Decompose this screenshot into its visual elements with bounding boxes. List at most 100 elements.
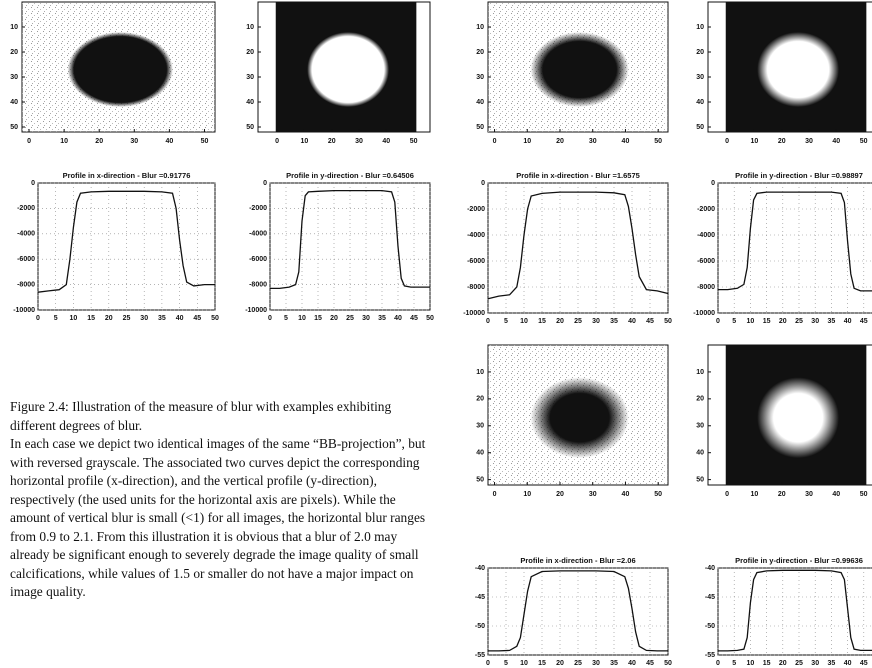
- x-tick-label: 20: [779, 318, 787, 325]
- y-tick-label: 50: [696, 476, 704, 483]
- x-tick-label: 25: [574, 660, 582, 667]
- plot-frame: [487, 567, 669, 656]
- x-tick-label: 45: [646, 318, 654, 325]
- x-tick-label: 45: [410, 315, 418, 322]
- chart-title: Profile in y-direction - Blur =0.64506: [286, 171, 414, 180]
- x-tick-label: 30: [811, 660, 819, 667]
- x-tick-label: 0: [36, 315, 40, 322]
- plot-frame: [717, 182, 872, 314]
- y-tick-label: 0: [481, 180, 485, 187]
- y-tick-label: -2000: [17, 205, 35, 212]
- x-tick-label: 20: [556, 660, 564, 667]
- x-tick-label: 30: [592, 660, 600, 667]
- y-tick-label: 0: [31, 180, 35, 187]
- x-tick-label: 30: [589, 491, 597, 498]
- profile-line: [488, 570, 668, 652]
- plot-frame: [37, 182, 216, 311]
- x-tick-label: 20: [556, 138, 564, 145]
- x-tick-label: 5: [504, 660, 508, 667]
- x-tick-label: 10: [747, 318, 755, 325]
- x-tick-label: 40: [622, 138, 630, 145]
- x-tick-label: 0: [725, 138, 729, 145]
- x-tick-label: 10: [301, 138, 309, 145]
- x-tick-label: 25: [795, 660, 803, 667]
- y-tick-label: 30: [246, 74, 254, 81]
- y-tick-label: 40: [696, 450, 704, 457]
- y-tick-label: -10000: [693, 310, 715, 317]
- x-tick-label: 40: [628, 318, 636, 325]
- y-tick-label: -8000: [249, 281, 267, 288]
- disc: [530, 377, 629, 459]
- x-tick-label: 20: [556, 491, 564, 498]
- x-tick-label: 15: [87, 315, 95, 322]
- x-tick-label: 5: [504, 318, 508, 325]
- disc: [307, 32, 390, 107]
- x-tick-label: 5: [54, 315, 58, 322]
- x-tick-label: 30: [140, 315, 148, 322]
- y-tick-label: 0: [263, 180, 267, 187]
- x-tick-label: 25: [123, 315, 131, 322]
- x-tick-label: 30: [355, 138, 363, 145]
- y-tick-label: -4000: [249, 231, 267, 238]
- x-tick-label: 40: [832, 138, 840, 145]
- x-tick-label: 35: [158, 315, 166, 322]
- y-tick-label: -50: [705, 623, 715, 630]
- x-tick-label: 50: [426, 315, 434, 322]
- y-tick-label: -45: [705, 594, 715, 601]
- x-tick-label: 10: [70, 315, 78, 322]
- y-tick-label: -4000: [467, 232, 485, 239]
- x-tick-label: 35: [378, 315, 386, 322]
- x-tick-label: 5: [732, 318, 736, 325]
- y-tick-label: 50: [696, 124, 704, 131]
- y-tick-label: 20: [476, 49, 484, 56]
- x-tick-label: 30: [130, 138, 138, 145]
- y-tick-label: -4000: [17, 231, 35, 238]
- y-tick-label: -2000: [697, 206, 715, 213]
- disc: [757, 377, 840, 459]
- x-tick-label: 20: [778, 491, 786, 498]
- x-tick-label: 10: [523, 491, 531, 498]
- y-tick-label: -45: [475, 594, 485, 601]
- y-tick-label: 40: [246, 99, 254, 106]
- x-tick-label: 30: [805, 491, 813, 498]
- x-tick-label: 35: [610, 660, 618, 667]
- x-tick-label: 0: [716, 660, 720, 667]
- x-tick-label: 20: [105, 315, 113, 322]
- x-tick-label: 30: [362, 315, 370, 322]
- y-tick-label: -10000: [463, 310, 485, 317]
- y-tick-label: 10: [476, 369, 484, 376]
- x-tick-label: 20: [556, 318, 564, 325]
- y-tick-label: 50: [10, 124, 18, 131]
- profile-line: [718, 569, 872, 652]
- x-tick-label: 30: [811, 318, 819, 325]
- y-tick-label: 20: [696, 396, 704, 403]
- y-tick-label: 40: [10, 99, 18, 106]
- x-tick-label: 0: [268, 315, 272, 322]
- y-tick-label: 20: [246, 49, 254, 56]
- x-tick-label: 20: [779, 660, 787, 667]
- x-tick-label: 0: [493, 138, 497, 145]
- x-tick-label: 40: [844, 660, 852, 667]
- x-tick-label: 30: [589, 138, 597, 145]
- y-tick-label: 10: [696, 24, 704, 31]
- disc: [67, 32, 173, 107]
- x-tick-label: 35: [610, 318, 618, 325]
- x-tick-label: 30: [592, 318, 600, 325]
- x-tick-label: 50: [654, 491, 662, 498]
- x-tick-label: 50: [664, 660, 672, 667]
- x-tick-label: 10: [751, 491, 759, 498]
- y-tick-label: -10000: [245, 307, 267, 314]
- y-tick-label: -2000: [467, 206, 485, 213]
- y-tick-label: 30: [476, 423, 484, 430]
- x-tick-label: 40: [394, 315, 402, 322]
- y-tick-label: -8000: [697, 284, 715, 291]
- y-tick-label: -6000: [249, 256, 267, 263]
- x-tick-label: 50: [860, 491, 868, 498]
- y-tick-label: -6000: [17, 256, 35, 263]
- chart-title: Profile in x-direction - Blur =2.06: [520, 556, 635, 565]
- caption-body: In each case we depict two identical ima…: [10, 436, 426, 599]
- disc: [757, 32, 840, 107]
- plot-frame: [717, 567, 872, 656]
- profile-line: [487, 191, 669, 300]
- x-tick-label: 25: [574, 318, 582, 325]
